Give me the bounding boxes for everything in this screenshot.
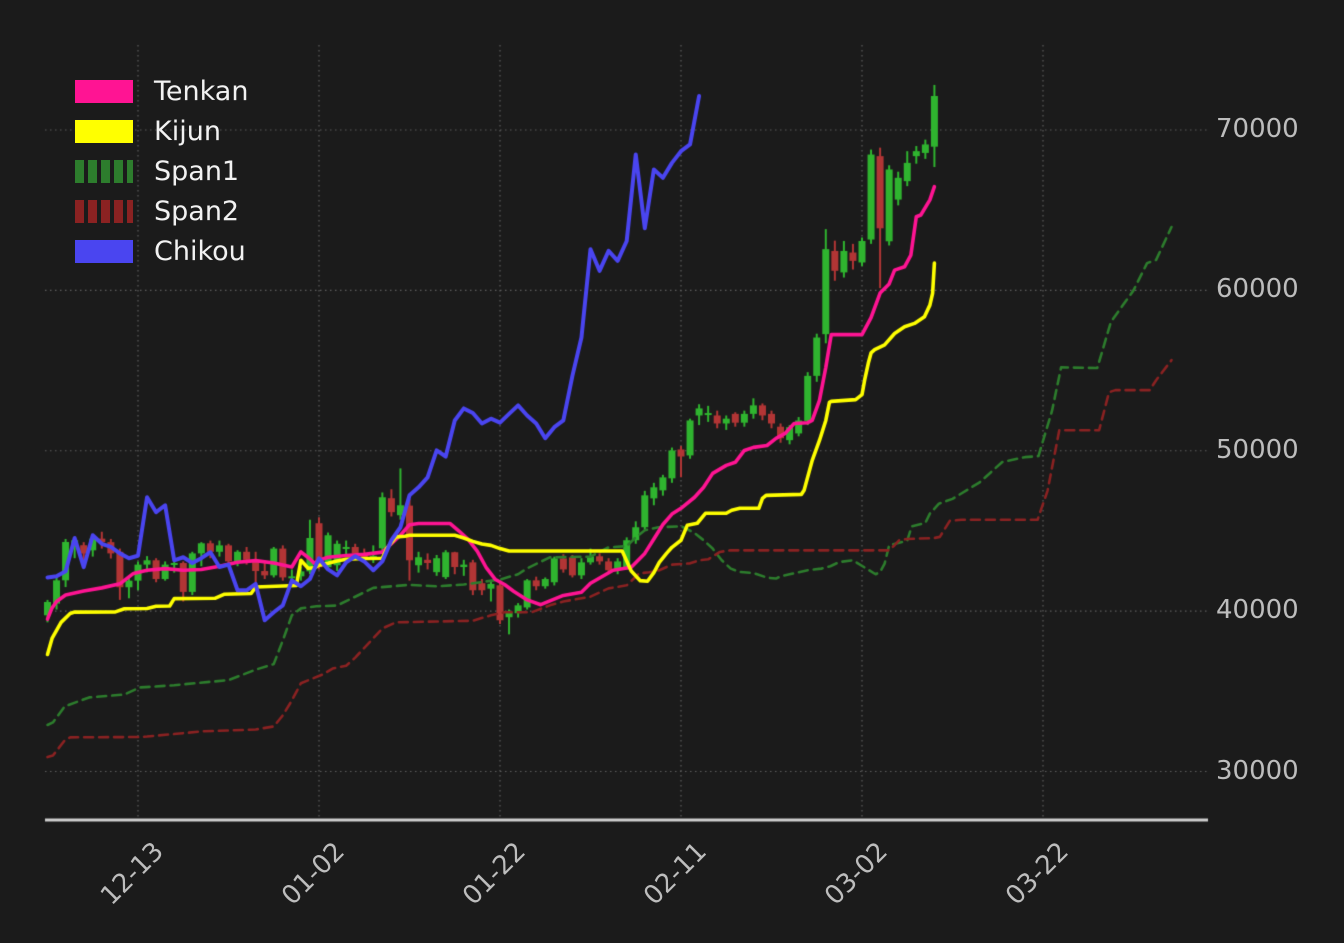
legend-swatch-kijun	[75, 119, 133, 143]
legend-item-kijun: Kijun	[75, 111, 248, 151]
y-tick-label: 30000	[1216, 755, 1299, 786]
legend-swatch-span2	[75, 199, 133, 223]
legend: Tenkan Kijun Span1 Span2 Chikou	[75, 71, 248, 271]
legend-item-span2: Span2	[75, 191, 248, 231]
y-tick-label: 50000	[1216, 434, 1299, 465]
legend-item-span1: Span1	[75, 151, 248, 191]
legend-item-chikou: Chikou	[75, 231, 248, 271]
y-tick-label: 40000	[1216, 595, 1299, 626]
legend-swatch-chikou	[75, 239, 133, 263]
legend-item-tenkan: Tenkan	[75, 71, 248, 111]
y-tick-label: 60000	[1216, 274, 1299, 305]
legend-swatch-tenkan	[75, 79, 133, 103]
legend-label-chikou: Chikou	[154, 235, 246, 267]
legend-label-tenkan: Tenkan	[154, 75, 249, 107]
legend-swatch-span1	[75, 159, 133, 183]
legend-label-span1: Span1	[154, 155, 240, 187]
legend-label-span2: Span2	[154, 195, 240, 227]
y-tick-label: 70000	[1216, 114, 1299, 144]
legend-label-kijun: Kijun	[154, 115, 221, 147]
